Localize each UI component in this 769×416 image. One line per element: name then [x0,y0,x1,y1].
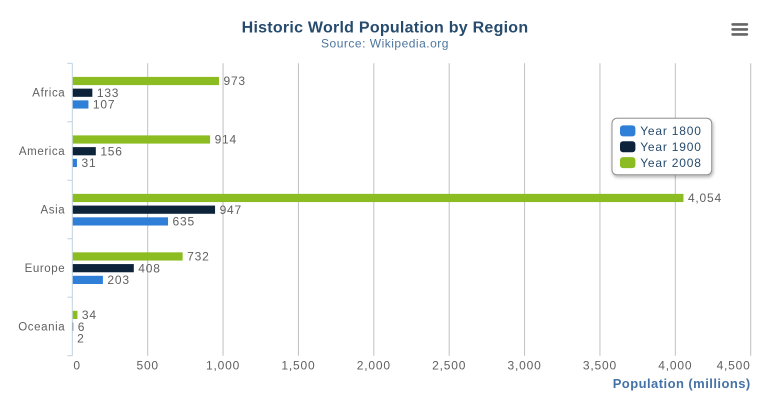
svg-text:America: America [19,146,65,158]
svg-text:1,000: 1,000 [206,359,240,373]
svg-text:914: 914 [215,133,237,147]
svg-text:Asia: Asia [41,204,66,216]
svg-text:2: 2 [77,331,84,345]
svg-text:3,000: 3,000 [508,359,542,373]
svg-text:4,054: 4,054 [688,191,722,205]
svg-text:Oceania: Oceania [18,321,65,333]
svg-text:3,500: 3,500 [583,359,617,373]
svg-text:973: 973 [223,74,245,88]
svg-text:0: 0 [73,359,80,373]
svg-text:947: 947 [220,203,242,217]
svg-text:2,500: 2,500 [432,359,466,373]
svg-text:500: 500 [136,359,158,373]
svg-text:Population (millions): Population (millions) [613,376,751,391]
svg-text:203: 203 [107,273,129,287]
svg-text:31: 31 [81,156,96,170]
svg-text:Historic World Population by R: Historic World Population by Region [242,20,529,37]
svg-text:133: 133 [97,86,119,100]
svg-text:732: 732 [187,250,209,264]
svg-text:Year 1900: Year 1900 [640,140,701,154]
svg-text:107: 107 [93,98,115,112]
svg-text:408: 408 [138,261,160,275]
svg-text:34: 34 [82,308,97,322]
svg-text:Year 1800: Year 1800 [640,124,701,138]
svg-text:6: 6 [78,320,85,334]
svg-text:156: 156 [100,144,122,158]
svg-text:4,500: 4,500 [717,359,751,373]
svg-text:635: 635 [173,215,195,229]
svg-text:2,000: 2,000 [357,359,391,373]
svg-text:4,000: 4,000 [658,359,692,373]
svg-text:Source: Wikipedia.org: Source: Wikipedia.org [321,37,449,51]
svg-text:Europe: Europe [25,263,66,275]
svg-text:1,500: 1,500 [281,359,315,373]
svg-text:Year 2008: Year 2008 [640,156,701,170]
svg-text:Africa: Africa [32,87,65,99]
